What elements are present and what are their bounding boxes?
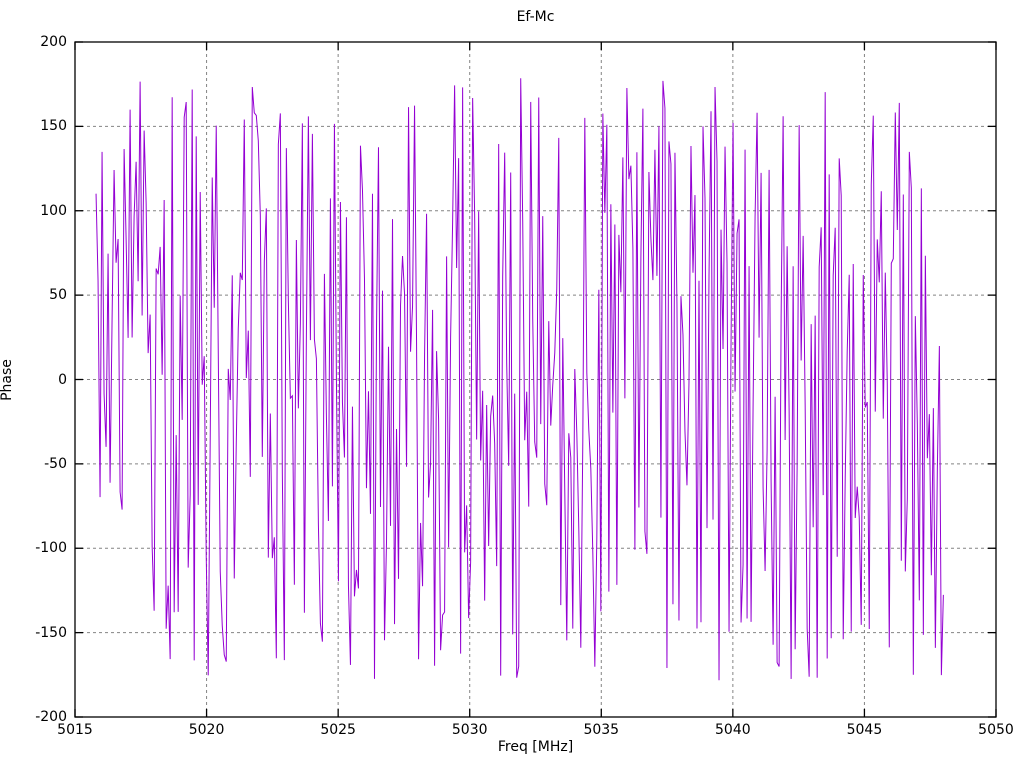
y-axis-label: Phase xyxy=(0,359,15,401)
chart-title: Ef-Mc xyxy=(516,9,555,25)
x-tick-label: 5015 xyxy=(57,722,93,738)
y-tick-label: -150 xyxy=(35,624,67,641)
y-tick-label: -100 xyxy=(35,540,67,557)
x-tick-label: 5050 xyxy=(978,722,1014,738)
y-tick-label: 200 xyxy=(40,34,67,50)
phase-trace xyxy=(95,78,944,681)
y-tick-label: 100 xyxy=(40,202,67,219)
x-tick-label: 5035 xyxy=(583,722,620,738)
y-tick-label: 150 xyxy=(40,118,67,135)
x-tick-label: 5045 xyxy=(846,722,883,738)
x-axis-label: Freq [MHz] xyxy=(497,739,574,755)
y-tick-label: -200 xyxy=(35,709,67,725)
x-tick-label: 5040 xyxy=(715,722,751,738)
y-tick-label: -50 xyxy=(44,455,67,472)
y-tick-label: 0 xyxy=(58,371,67,388)
x-tick-label: 5020 xyxy=(188,722,225,738)
x-tick-label: 5025 xyxy=(320,722,356,738)
x-tick-label: 5030 xyxy=(451,722,488,738)
y-tick-label: 50 xyxy=(49,287,67,304)
